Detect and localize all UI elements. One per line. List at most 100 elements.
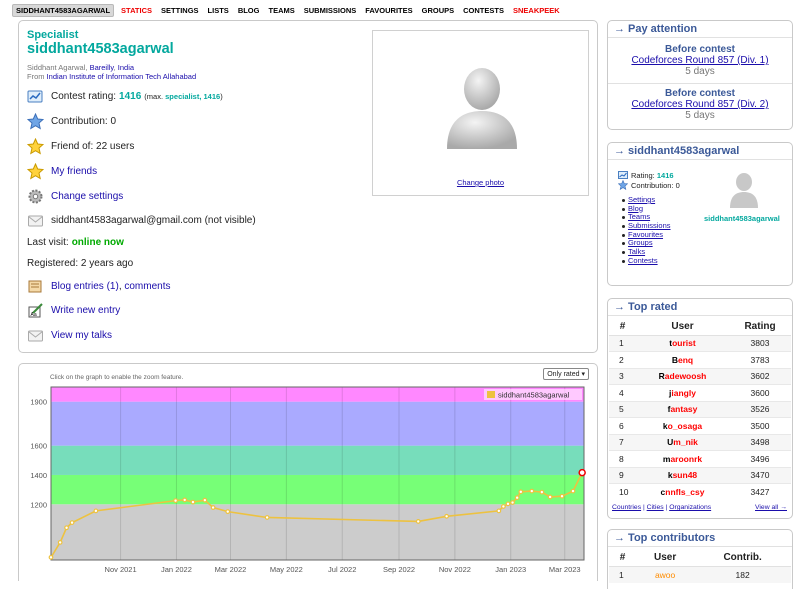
write-entry-row: Aa Write new entry xyxy=(27,302,120,319)
rank-band xyxy=(51,387,584,402)
data-point xyxy=(529,488,535,494)
chart-zoom-hint: Click on the graph to enable the zoom fe… xyxy=(50,374,184,381)
user-link[interactable]: jiangly xyxy=(636,384,730,401)
nav-favourites[interactable]: FAVOURITES xyxy=(365,5,413,15)
cell-rank: 5 xyxy=(609,400,636,418)
user-link[interactable]: tourist xyxy=(636,334,730,352)
mini-rating-value: 1416 xyxy=(656,170,674,180)
cell-rank: 10 xyxy=(609,483,636,500)
list-item[interactable]: Submissions xyxy=(622,221,671,231)
view-all-link[interactable]: View all → xyxy=(755,504,787,511)
city-link[interactable]: Bareilly xyxy=(89,63,114,72)
write-entry-link[interactable]: Write new entry xyxy=(51,305,121,316)
list-item[interactable]: Talks xyxy=(622,247,671,257)
blog-entries-row: Blog entries (1), comments xyxy=(27,278,171,295)
settings-link[interactable]: Settings xyxy=(628,195,656,204)
contributor-link[interactable]: awoo xyxy=(636,565,695,583)
x-tick-label: Nov 2022 xyxy=(439,565,471,574)
talks-icon xyxy=(28,330,43,342)
before-contest-label: Before contest xyxy=(664,44,735,55)
upcoming-contest-1: Before contest Codeforces Round 857 (Div… xyxy=(608,44,792,77)
profile-card: Specialist siddhant4583agarwal Siddhant … xyxy=(18,20,598,353)
cities-link[interactable]: Cities xyxy=(646,504,664,511)
user-link[interactable]: Radewoosh xyxy=(636,367,730,385)
user-link[interactable]: fantasy xyxy=(636,400,730,418)
user-link[interactable]: maroonrk xyxy=(636,450,730,467)
nav-lists[interactable]: LISTS xyxy=(207,5,229,15)
nav-groups[interactable]: GROUPS xyxy=(421,5,455,15)
favourites-link[interactable]: Favourites xyxy=(628,229,664,239)
organization-link[interactable]: Indian Institute of Information Tech All… xyxy=(46,72,197,81)
only-rated-select[interactable]: Only rated ▾ xyxy=(543,368,589,380)
nav-settings[interactable]: SETTINGS xyxy=(161,5,199,15)
nav-contests[interactable]: CONTESTS xyxy=(463,5,504,15)
y-tick-label: 1900 xyxy=(30,398,47,407)
table-row: 1 awoo 182 xyxy=(609,565,791,583)
my-friends-row: My friends xyxy=(27,163,97,180)
rating-chart[interactable]: Nov 2021 Jan 2022 Mar 2022 May 2022 Jul 2022… xyxy=(19,364,597,582)
cell-rank: 1 xyxy=(609,565,636,583)
user-rest: adewoosh xyxy=(664,371,707,382)
nav-sneakpeek[interactable]: SNEAKPEEK xyxy=(512,5,560,15)
user-link[interactable]: cnnfls_csy xyxy=(636,483,730,500)
rating-chart-card: Click on the graph to enable the zoom fe… xyxy=(18,363,598,581)
nav-teams[interactable]: TEAMS xyxy=(268,5,295,15)
user-link[interactable]: Benq xyxy=(636,351,730,368)
change-photo-link[interactable]: Change photo xyxy=(456,178,505,187)
blog-link[interactable]: Blog xyxy=(628,203,644,213)
x-tick-label: Mar 2022 xyxy=(215,565,247,574)
data-point xyxy=(48,554,54,560)
nav-submissions[interactable]: SUBMISSIONS xyxy=(303,5,357,15)
organizations-link[interactable]: Organizations xyxy=(669,504,712,511)
user-link[interactable]: ksun48 xyxy=(636,466,730,484)
nav-handle-tab[interactable]: SIDDHANT4583AGARWAL xyxy=(12,3,115,17)
user-link[interactable]: ko_osaga xyxy=(636,417,730,434)
contests-link[interactable]: Contests xyxy=(628,255,658,265)
user-first-letter: R xyxy=(658,371,665,382)
data-point xyxy=(64,525,69,531)
registered-row: Registered: 2 years ago xyxy=(27,258,133,269)
countries-link[interactable]: Countries xyxy=(612,504,642,511)
nav-statics[interactable]: STATICS xyxy=(121,5,153,15)
column-header-rank: # xyxy=(609,549,636,567)
list-item[interactable]: Teams xyxy=(622,212,671,222)
contest-link-div2[interactable]: Codeforces Round 857 (Div. 2) xyxy=(631,99,769,110)
user-rest: enq xyxy=(678,354,694,365)
top-rated-table: # User Rating 1 tourist 3803 2 Benq 3783 3 Rade… xyxy=(609,318,791,500)
table-row: 8 maroonrk 3496 xyxy=(609,450,791,467)
comments-link[interactable]: comments xyxy=(124,281,171,292)
talks-link[interactable]: Talks xyxy=(628,247,646,257)
nav-blog[interactable]: BLOG xyxy=(237,5,260,15)
user-link[interactable]: Um_nik xyxy=(636,433,730,451)
blog-entries-link[interactable]: Blog entries (1) xyxy=(51,281,119,292)
contribution-row: Contribution: 0 xyxy=(27,113,116,130)
cell-rating: 3783 xyxy=(729,351,791,368)
list-item[interactable]: Settings xyxy=(622,195,671,205)
last-visit-label: Last visit: xyxy=(27,237,69,248)
list-item[interactable]: Blog xyxy=(622,203,671,214)
change-settings-link[interactable]: Change settings xyxy=(51,191,124,202)
list-item[interactable]: Favourites xyxy=(622,229,671,240)
user-realname: Siddhant Agarwal, Bareilly, India xyxy=(27,63,135,72)
list-item[interactable]: Contests xyxy=(622,255,671,266)
cell-rating: 3496 xyxy=(729,450,791,467)
country-link[interactable]: India xyxy=(117,63,135,72)
top-rated-title: → Top rated xyxy=(608,299,792,316)
email-icon xyxy=(28,215,43,227)
column-header-contrib: Contrib. xyxy=(694,549,791,567)
table-row: 10 cnnfls_csy 3427 xyxy=(609,483,791,500)
user-first-letter: U xyxy=(667,437,674,448)
teams-link[interactable]: Teams xyxy=(628,212,651,222)
last-visit-row: Last visit: online now xyxy=(27,237,124,248)
contest-link-div1[interactable]: Codeforces Round 857 (Div. 1) xyxy=(631,55,769,66)
my-friends-link[interactable]: My friends xyxy=(51,166,98,177)
view-talks-link[interactable]: View my talks xyxy=(51,330,112,341)
user-rest: m_nik xyxy=(673,437,698,448)
top-rated-footer-links: Countries | Cities | Organizations xyxy=(612,504,712,511)
mini-handle[interactable]: siddhant4583agarwal xyxy=(704,214,780,223)
submissions-link[interactable]: Submissions xyxy=(628,221,671,231)
list-item[interactable]: Groups xyxy=(622,238,671,248)
user-first-letter: k xyxy=(667,470,673,481)
data-point xyxy=(570,488,576,494)
groups-link[interactable]: Groups xyxy=(628,238,653,248)
